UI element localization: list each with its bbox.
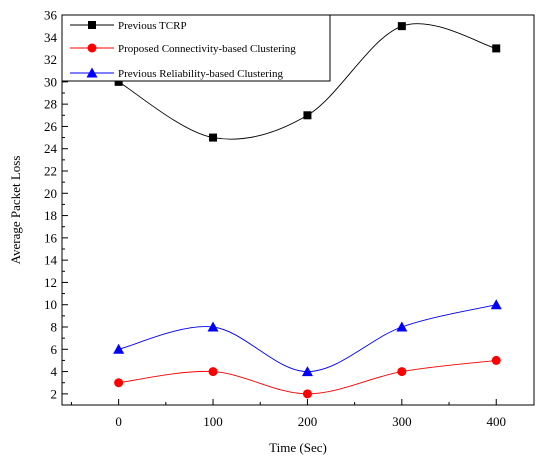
legend-label: Proposed Connectivity-based Clustering [118,43,296,55]
data-point [208,367,218,377]
y-tick-label: 24 [44,141,58,156]
data-point [114,77,123,86]
series-layer [113,22,502,399]
data-point [207,321,219,332]
x-tick-label: 300 [392,414,412,429]
y-tick-label: 10 [44,297,57,312]
legend-marker [88,21,96,29]
legend-label: Previous TCRP [118,20,187,32]
data-point [209,133,218,142]
legend-marker [86,67,98,78]
y-tick-label: 26 [44,119,58,134]
data-point [397,22,406,31]
y-tick-label: 16 [44,230,58,245]
y-axis-title: Average Packet Loss [8,156,23,265]
y-tick-label: 20 [44,186,57,201]
series-3 [113,299,502,377]
y-tick-label: 36 [44,8,58,23]
series-line [118,304,497,373]
y-tick-label: 34 [44,30,58,45]
data-point [397,367,407,377]
ticks-layer: 0 100 200 300 400246810121416182022242628303… [44,8,506,430]
data-point [491,355,501,365]
x-tick-label: 100 [203,414,223,429]
series-line [118,359,497,395]
y-tick-label: 14 [44,253,58,268]
data-point [113,343,125,354]
data-point [302,389,312,399]
y-tick-label: 8 [51,320,58,335]
legend: Previous TCRP Proposed Connectivity-based… [61,14,331,82]
y-tick-label: 28 [44,97,57,112]
x-tick-label: 400 [486,414,506,429]
data-point [396,321,408,332]
data-point [492,44,501,53]
x-tick-label: 200 [298,414,318,429]
y-tick-label: 30 [44,74,57,89]
data-point [114,378,124,388]
legend-label: Previous Reliability-based Clustering [118,68,283,80]
x-tick-label: 0 [115,414,122,429]
y-tick-label: 18 [44,208,57,223]
legend-marker [87,43,97,53]
y-tick-label: 2 [51,386,58,401]
y-tick-label: 6 [51,342,58,357]
y-tick-label: 12 [44,275,57,290]
data-point [490,299,502,310]
series-2 [114,355,501,399]
data-point [301,366,313,377]
y-tick-label: 22 [44,164,57,179]
series-1 [114,22,501,142]
legend-items: Previous TCRP Proposed Connectivity-based… [70,20,296,80]
y-tick-label: 32 [44,52,57,67]
x-axis-title: Time (Sec) [269,440,327,455]
y-tick-label: 4 [51,364,58,379]
data-point [303,111,312,120]
